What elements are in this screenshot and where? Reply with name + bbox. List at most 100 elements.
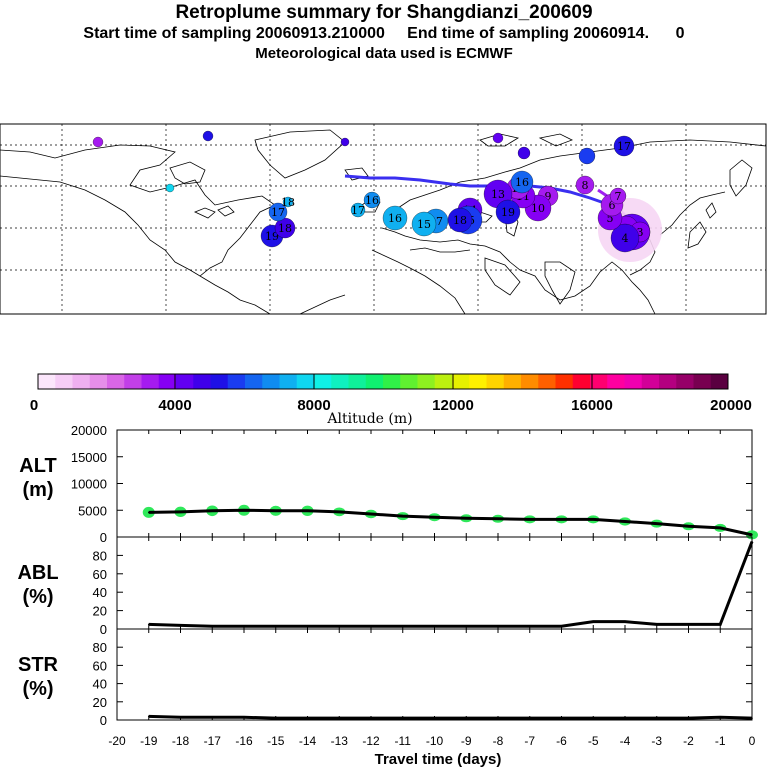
x-tick-label: 0 <box>749 734 756 748</box>
y-tick-label: 60 <box>93 658 107 673</box>
data-point <box>147 623 150 626</box>
x-tick-label: -15 <box>267 734 285 748</box>
data-point <box>687 623 690 626</box>
data-point <box>179 511 182 513</box>
data-point <box>370 717 372 719</box>
panel-frame <box>116 536 753 630</box>
colorbar-segment <box>279 374 298 389</box>
coastline <box>199 275 271 315</box>
data-point <box>274 509 277 512</box>
trajectory-markers: 1234567891011121314151617181919181718161… <box>92 130 662 262</box>
x-tick-label: -16 <box>235 734 253 748</box>
x-tick-label: -5 <box>588 734 599 748</box>
coastline <box>299 294 346 315</box>
data-point <box>687 717 690 719</box>
data-point <box>560 717 563 719</box>
coastline <box>729 159 753 197</box>
plume-day-label: 3 <box>637 226 644 239</box>
data-point <box>338 511 341 513</box>
data-point <box>147 715 150 718</box>
x-tick-label: -8 <box>493 734 504 748</box>
coastline <box>0 144 276 277</box>
data-point <box>719 527 722 529</box>
plume-day-label: 9 <box>545 190 552 203</box>
colorbar-segment <box>262 374 280 389</box>
coastline <box>371 249 466 315</box>
coastline <box>687 221 707 249</box>
colorbar-segment <box>555 374 574 389</box>
plume-day-label: 5 <box>607 212 614 225</box>
data-point <box>465 517 468 520</box>
panel-ylabel: (%) <box>22 678 53 700</box>
data-point <box>433 625 436 628</box>
altitude-colorbar: 0 4000 8000 12000 16000 20000 <box>30 373 752 414</box>
plume-marker <box>575 175 595 195</box>
y-tick-label: 20 <box>93 604 107 619</box>
colorbar-segment <box>141 374 160 389</box>
data-point <box>751 717 753 719</box>
plume-marker <box>613 135 635 157</box>
plume-marker <box>202 130 214 142</box>
colorbar-segment <box>624 374 643 389</box>
colorbar-segment <box>38 374 56 389</box>
colorbar-tick-label: 12000 <box>432 397 474 414</box>
plume-marker <box>165 183 175 193</box>
trajectory-map: 1234567891011121314151617181919181718161… <box>0 123 767 315</box>
colorbar-segment <box>365 374 384 389</box>
end-time-label: End time of sampling 20060914. 0 <box>407 25 685 42</box>
data-point <box>433 717 436 719</box>
coastline <box>384 139 767 216</box>
series-line <box>148 714 753 720</box>
coastline <box>254 129 346 179</box>
plume-marker <box>268 202 288 222</box>
y-tick-label: 0 <box>100 530 107 545</box>
data-point <box>624 520 626 523</box>
y-tick-label: 40 <box>93 677 107 692</box>
panel-ylabel: ABL <box>17 562 58 584</box>
plume-day-label: 10 <box>531 202 545 215</box>
data-point <box>370 513 372 515</box>
met-data-label: Meteorological data used is ECMWF <box>255 45 513 62</box>
data-point <box>179 624 182 627</box>
y-tick-label: 20000 <box>71 423 107 438</box>
colorbar-segment <box>486 374 505 389</box>
data-point <box>433 516 436 519</box>
colorbar-segment <box>710 374 729 389</box>
data-point <box>497 625 499 628</box>
coastline <box>544 261 576 305</box>
data-point <box>528 717 531 719</box>
coastline <box>193 207 216 219</box>
colorbar-segment <box>590 374 608 389</box>
y-tick-label: 10000 <box>71 477 107 492</box>
data-point <box>306 509 309 512</box>
x-tick-label: -6 <box>556 734 567 748</box>
plume-day-label: 17 <box>351 204 365 217</box>
data-point <box>243 509 245 512</box>
time-series-panels: 20000150001000050000ALT(m)806040200ABL(%… <box>17 423 758 748</box>
data-point <box>624 620 626 623</box>
y-tick-label: 40 <box>93 585 107 600</box>
data-point <box>592 518 595 521</box>
panel-ylabel: STR <box>18 654 59 676</box>
plume-marker <box>578 147 596 165</box>
y-tick-label: 60 <box>93 567 107 582</box>
colorbar-segment <box>89 374 108 389</box>
y-tick-label: 20 <box>93 695 107 710</box>
data-point <box>655 522 658 525</box>
plume-day-label: 18 <box>453 214 467 227</box>
data-point <box>655 623 658 626</box>
colorbar-segment <box>417 374 436 389</box>
plume-day-label: 13 <box>491 188 505 201</box>
x-tick-label: -1 <box>715 734 726 748</box>
plume-day-label: 17 <box>271 206 285 219</box>
data-point <box>338 625 341 628</box>
colorbar-segment <box>176 374 194 389</box>
colorbar-segment <box>572 374 591 389</box>
data-point <box>243 716 245 719</box>
plume-marker <box>495 199 521 225</box>
plume-day-label: 16 <box>515 176 529 189</box>
panel-ylabel: (m) <box>22 479 53 501</box>
data-point <box>751 540 753 543</box>
data-point <box>719 716 722 719</box>
colorbar-segment <box>452 374 470 389</box>
